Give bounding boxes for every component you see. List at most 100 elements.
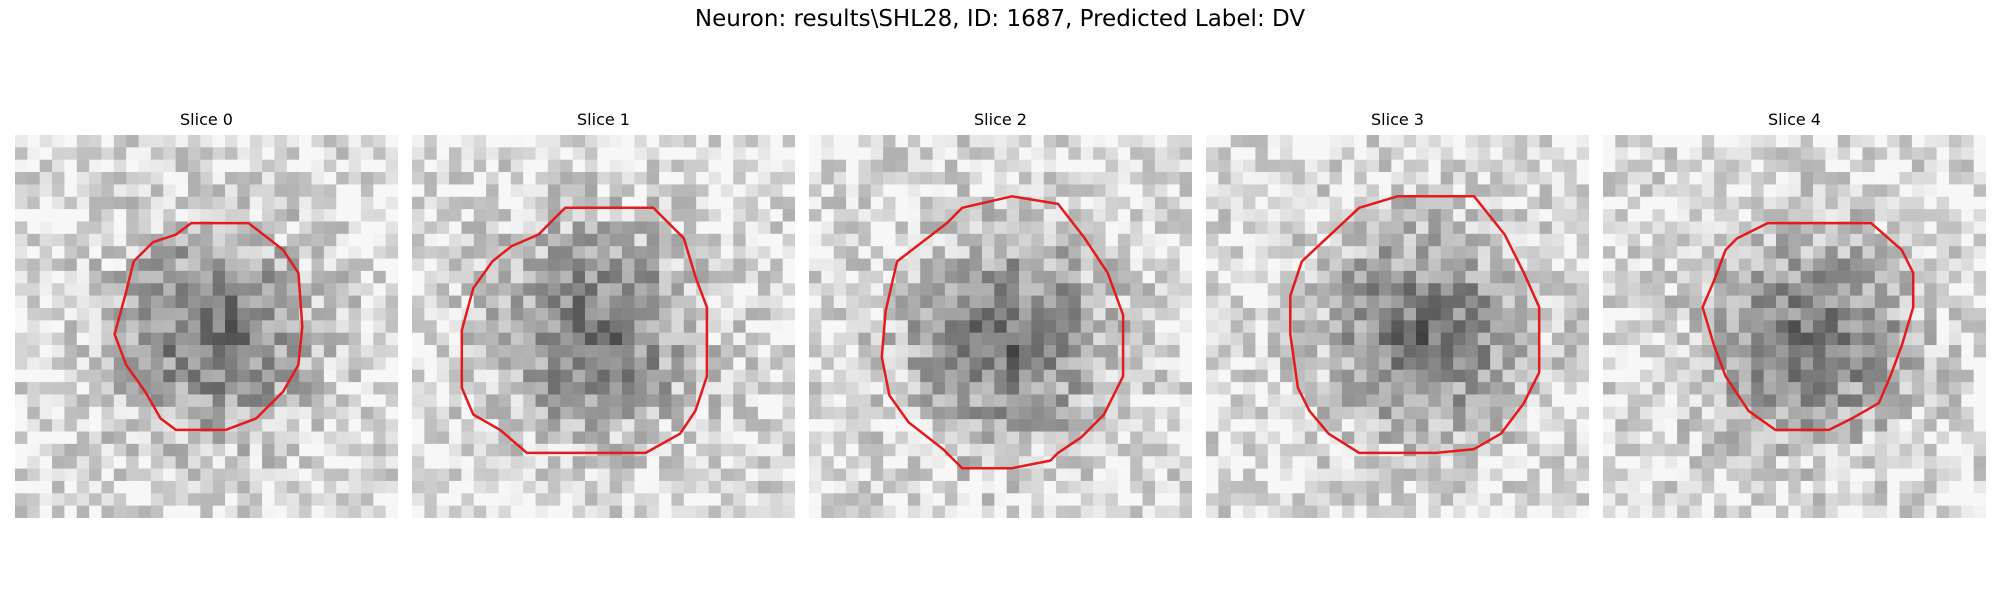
- image-pixel: [957, 493, 971, 507]
- image-pixel: [1230, 233, 1244, 247]
- image-pixel: [1179, 493, 1192, 507]
- image-pixel: [597, 209, 611, 223]
- image-pixel: [1837, 382, 1851, 396]
- image-pixel: [212, 233, 226, 247]
- image-pixel: [1453, 394, 1467, 408]
- image-pixel: [1068, 307, 1082, 321]
- image-pixel: [745, 196, 759, 210]
- image-pixel: [412, 480, 425, 494]
- image-pixel: [1453, 345, 1467, 358]
- image-pixel: [461, 135, 475, 148]
- image-pixel: [1292, 209, 1306, 223]
- image-pixel: [373, 159, 387, 173]
- image-pixel: [336, 172, 350, 186]
- image-pixel: [1403, 258, 1417, 272]
- image-pixel: [1154, 505, 1168, 518]
- image-pixel: [1576, 468, 1589, 482]
- image-pixel: [1093, 493, 1107, 507]
- image-pixel: [510, 431, 524, 445]
- image-pixel: [461, 270, 475, 284]
- image-pixel: [1689, 196, 1703, 210]
- image-pixel: [1936, 394, 1950, 408]
- image-pixel: [1514, 419, 1528, 433]
- image-pixel: [1813, 431, 1826, 445]
- image-pixel: [27, 382, 41, 396]
- image-pixel: [1887, 505, 1901, 518]
- image-pixel: [101, 258, 115, 272]
- image-pixel: [461, 184, 475, 198]
- image-pixel: [547, 196, 561, 210]
- image-pixel: [745, 468, 759, 482]
- image-pixel: [1615, 443, 1629, 457]
- image-pixel: [200, 295, 214, 309]
- image-pixel: [1440, 295, 1454, 309]
- image-pixel: [1564, 209, 1578, 223]
- image-pixel: [1961, 147, 1975, 161]
- image-pixel: [1763, 295, 1777, 309]
- image-pixel: [225, 382, 238, 396]
- image-pixel: [883, 246, 897, 260]
- image-pixel: [138, 172, 152, 186]
- image-pixel: [745, 172, 759, 186]
- image-pixel: [1874, 480, 1888, 494]
- image-pixel: [1142, 209, 1156, 223]
- image-pixel: [1130, 196, 1144, 210]
- image-pixel: [1837, 233, 1851, 247]
- image-pixel: [311, 493, 325, 507]
- image-pixel: [1142, 147, 1156, 161]
- image-pixel: [1440, 468, 1454, 482]
- image-pixel: [150, 307, 164, 321]
- image-pixel: [175, 480, 189, 494]
- image-pixel: [1280, 135, 1294, 148]
- image-pixel: [1862, 443, 1876, 457]
- image-pixel: [373, 221, 387, 235]
- image-pixel: [1403, 431, 1417, 445]
- image-pixel: [1267, 456, 1281, 470]
- image-pixel: [659, 505, 673, 518]
- image-pixel: [1775, 332, 1789, 346]
- image-pixel: [175, 196, 189, 210]
- image-pixel: [1440, 406, 1454, 420]
- image-pixel: [1664, 320, 1678, 334]
- image-pixel: [1551, 221, 1565, 235]
- image-pixel: [1477, 307, 1491, 321]
- image-pixel: [782, 419, 795, 433]
- image-pixel: [981, 295, 995, 309]
- image-pixel: [1068, 196, 1082, 210]
- image-pixel: [101, 196, 115, 210]
- image-pixel: [138, 307, 152, 321]
- image-pixel: [212, 209, 226, 223]
- image-pixel: [646, 196, 660, 210]
- image-pixel: [720, 233, 734, 247]
- image-pixel: [1738, 283, 1752, 297]
- image-pixel: [1948, 505, 1962, 518]
- image-pixel: [1701, 382, 1715, 396]
- image-pixel: [1751, 196, 1765, 210]
- image-pixel: [15, 147, 28, 161]
- image-pixel: [1775, 406, 1789, 420]
- image-pixel: [336, 468, 350, 482]
- image-pixel: [720, 493, 734, 507]
- image-pixel: [424, 307, 438, 321]
- image-pixel: [64, 357, 78, 371]
- image-pixel: [1763, 505, 1777, 518]
- image-pixel: [1627, 406, 1641, 420]
- image-pixel: [1936, 357, 1950, 371]
- image-pixel: [175, 246, 189, 260]
- image-pixel: [449, 493, 463, 507]
- image-pixel: [360, 493, 374, 507]
- image-pixel: [597, 394, 611, 408]
- image-pixel: [1874, 172, 1888, 186]
- image-pixel: [1080, 394, 1094, 408]
- image-pixel: [1490, 246, 1504, 260]
- image-pixel: [449, 406, 463, 420]
- image-pixel: [683, 172, 697, 186]
- image-pixel: [770, 209, 784, 223]
- image-pixel: [1453, 406, 1467, 420]
- image-pixel: [1640, 332, 1654, 346]
- image-pixel: [150, 505, 164, 518]
- image-pixel: [1751, 480, 1765, 494]
- image-pixel: [1006, 320, 1020, 334]
- image-pixel: [1850, 307, 1864, 321]
- image-pixel: [286, 221, 300, 235]
